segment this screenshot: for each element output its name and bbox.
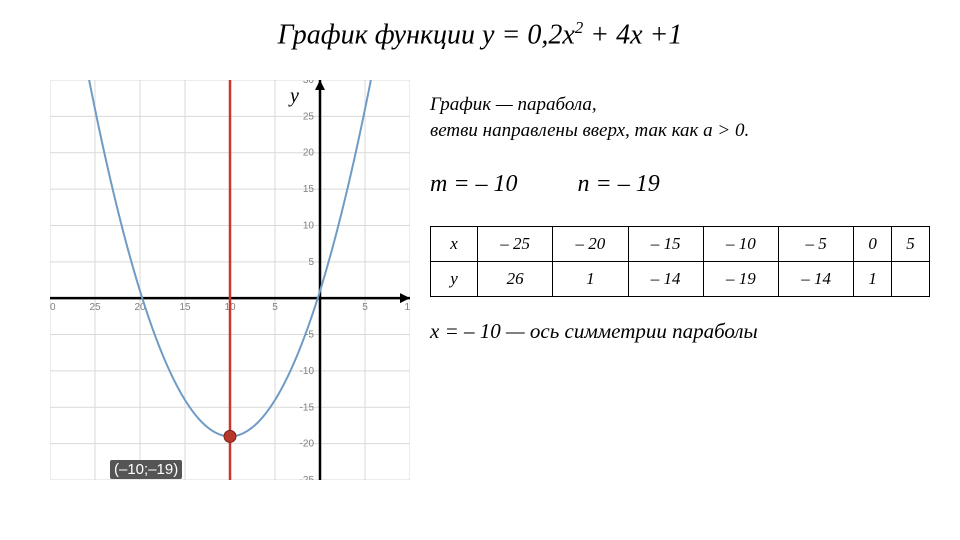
y-cell: 1	[854, 262, 892, 297]
x-cell: 0	[854, 227, 892, 262]
page-title: График функции y = 0,2x2 + 4x +1	[0, 18, 960, 51]
svg-text:5: 5	[362, 302, 368, 313]
mn-values: m = – 10 n = – 19	[430, 171, 940, 198]
x-cell: – 10	[703, 227, 778, 262]
values-table: x – 25 – 20 – 15 – 10 – 5 0 5 y 26 1 – 1…	[430, 226, 930, 297]
x-cell: – 25	[478, 227, 553, 262]
svg-text:-10: -10	[300, 366, 315, 377]
table-row-x: x – 25 – 20 – 15 – 10 – 5 0 5	[431, 227, 930, 262]
svg-text:15: 15	[303, 184, 315, 195]
y-cell: 1	[553, 262, 628, 297]
chart-description: График — парабола, ветви направлены ввер…	[430, 92, 940, 143]
m-value: m = – 10	[430, 171, 518, 197]
right-pane: График — парабола, ветви направлены ввер…	[430, 92, 940, 344]
y-header: y	[431, 262, 478, 297]
y-cell: – 14	[779, 262, 854, 297]
vertex-label: (–10;–19)	[110, 460, 182, 479]
y-cell: – 19	[703, 262, 778, 297]
symmetry-axis-text: x = – 10 — ось симметрии параболы	[430, 319, 940, 344]
svg-text:30: 30	[50, 302, 56, 313]
desc-line-1: График — парабола,	[430, 94, 597, 115]
title-suffix: + 4x +1	[583, 19, 682, 50]
title-prefix: График функции y = 0,2x	[278, 19, 575, 50]
svg-text:25: 25	[89, 302, 101, 313]
svg-text:30: 30	[303, 80, 315, 86]
x-header: x	[431, 227, 478, 262]
svg-text:-15: -15	[300, 402, 315, 413]
svg-text:-20: -20	[300, 439, 315, 450]
chart-area: 30252015105510-25-20-15-10-551015202530y	[50, 80, 410, 480]
parabola-chart: 30252015105510-25-20-15-10-551015202530y	[50, 80, 410, 480]
x-cell: – 15	[628, 227, 703, 262]
svg-text:25: 25	[303, 111, 315, 122]
y-cell	[892, 262, 930, 297]
svg-text:15: 15	[179, 302, 191, 313]
y-cell: 26	[478, 262, 553, 297]
n-value: n = – 19	[578, 171, 660, 197]
svg-text:y: y	[288, 85, 299, 107]
svg-text:20: 20	[303, 148, 315, 159]
x-cell: – 5	[779, 227, 854, 262]
y-cell: – 14	[628, 262, 703, 297]
svg-text:-25: -25	[300, 475, 315, 480]
svg-text:5: 5	[272, 302, 278, 313]
x-cell: – 20	[553, 227, 628, 262]
title-exp: 2	[575, 18, 583, 37]
svg-text:5: 5	[308, 257, 314, 268]
desc-line-2: ветви направлены вверх, так как а > 0.	[430, 120, 749, 141]
svg-text:10: 10	[303, 220, 315, 231]
x-cell: 5	[892, 227, 930, 262]
svg-text:10: 10	[404, 302, 410, 313]
table-row-y: y 26 1 – 14 – 19 – 14 1	[431, 262, 930, 297]
